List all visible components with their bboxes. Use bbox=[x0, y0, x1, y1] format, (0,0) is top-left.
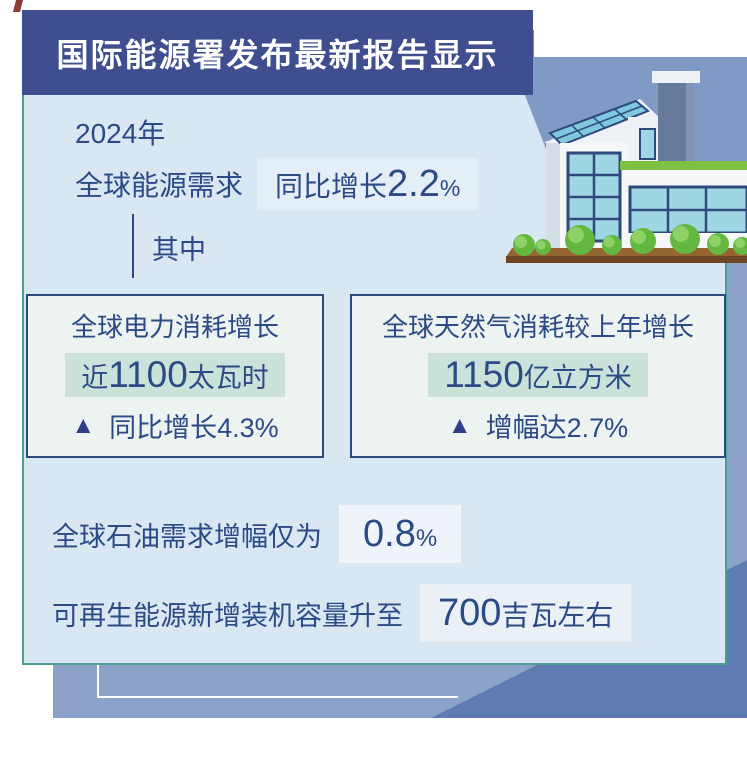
stat-line-renewables: 可再生能源新增装机容量升至 700 吉瓦左右 bbox=[52, 584, 632, 642]
connector-label: 其中 bbox=[152, 235, 206, 265]
stat-value: 700 bbox=[438, 592, 502, 634]
metric-highlight: 1150 亿立方米 bbox=[428, 353, 648, 397]
page-title: 国际能源署发布最新报告显示 bbox=[56, 36, 499, 73]
stat-value: 0.8 bbox=[363, 513, 416, 555]
triangle-up-icon: ▲ bbox=[447, 411, 472, 439]
intro-row: 全球能源需求 同比增长 2.2 % bbox=[75, 158, 479, 210]
metric-highlight: 近 1100 太瓦时 bbox=[65, 353, 285, 397]
stat-suffix: 吉瓦左右 bbox=[501, 600, 614, 631]
intro-subject: 全球能源需求 bbox=[75, 170, 244, 201]
stat-label: 全球石油需求增幅仅为 bbox=[52, 521, 322, 552]
red-corner-tick bbox=[13, 0, 23, 12]
intro-growth-highlight: 同比增长 2.2 % bbox=[257, 158, 479, 210]
metric-value-prefix: 近 bbox=[81, 363, 109, 393]
stat-suffix: % bbox=[415, 525, 438, 552]
trend-text: 同比增长4.3% bbox=[109, 413, 279, 443]
solar-panel-icon bbox=[548, 99, 650, 147]
intro-year: 2024年 bbox=[75, 118, 166, 149]
triangle-up-icon: ▲ bbox=[71, 411, 96, 439]
trend-text: 增幅达2.7% bbox=[485, 413, 629, 443]
metric-heading: 全球天然气消耗较上年增长 bbox=[381, 312, 694, 342]
chimney-tower bbox=[652, 71, 700, 167]
band-frame-line bbox=[97, 665, 458, 698]
growth-value: 2.2 bbox=[387, 163, 440, 205]
metric-box-electricity: 全球电力消耗增长 近 1100 太瓦时 ▲ 同比增长4.3% bbox=[26, 294, 324, 458]
metric-value: 1150 bbox=[444, 354, 524, 395]
green-roof bbox=[620, 161, 747, 170]
bushes bbox=[513, 224, 747, 256]
stat-line-oil: 全球石油需求增幅仅为 0.8 % bbox=[52, 505, 462, 563]
stat-label: 可再生能源新增装机容量升至 bbox=[52, 600, 403, 631]
title-banner: 国际能源署发布最新报告显示 bbox=[22, 10, 533, 95]
connector-line bbox=[132, 214, 134, 278]
door bbox=[639, 128, 656, 160]
tower-windows bbox=[566, 151, 622, 243]
metric-heading: 全球电力消耗增长 bbox=[70, 312, 279, 342]
metric-value-suffix: 亿立方米 bbox=[523, 363, 632, 393]
stat-highlight: 0.8 % bbox=[339, 505, 462, 563]
growth-prefix: 同比增长 bbox=[275, 171, 388, 202]
eco-building-illustration bbox=[506, 57, 747, 263]
metric-value: 1100 bbox=[108, 354, 188, 395]
metric-box-natural-gas: 全球天然气消耗较上年增长 1150 亿立方米 ▲ 增幅达2.7% bbox=[350, 294, 726, 458]
metric-trend: ▲ 增幅达2.7% bbox=[448, 406, 628, 445]
growth-unit: % bbox=[439, 175, 461, 201]
stat-highlight: 700 吉瓦左右 bbox=[420, 584, 632, 642]
metric-trend: ▲ 同比增长4.3% bbox=[71, 406, 278, 445]
metric-value-suffix: 太瓦时 bbox=[187, 363, 269, 393]
